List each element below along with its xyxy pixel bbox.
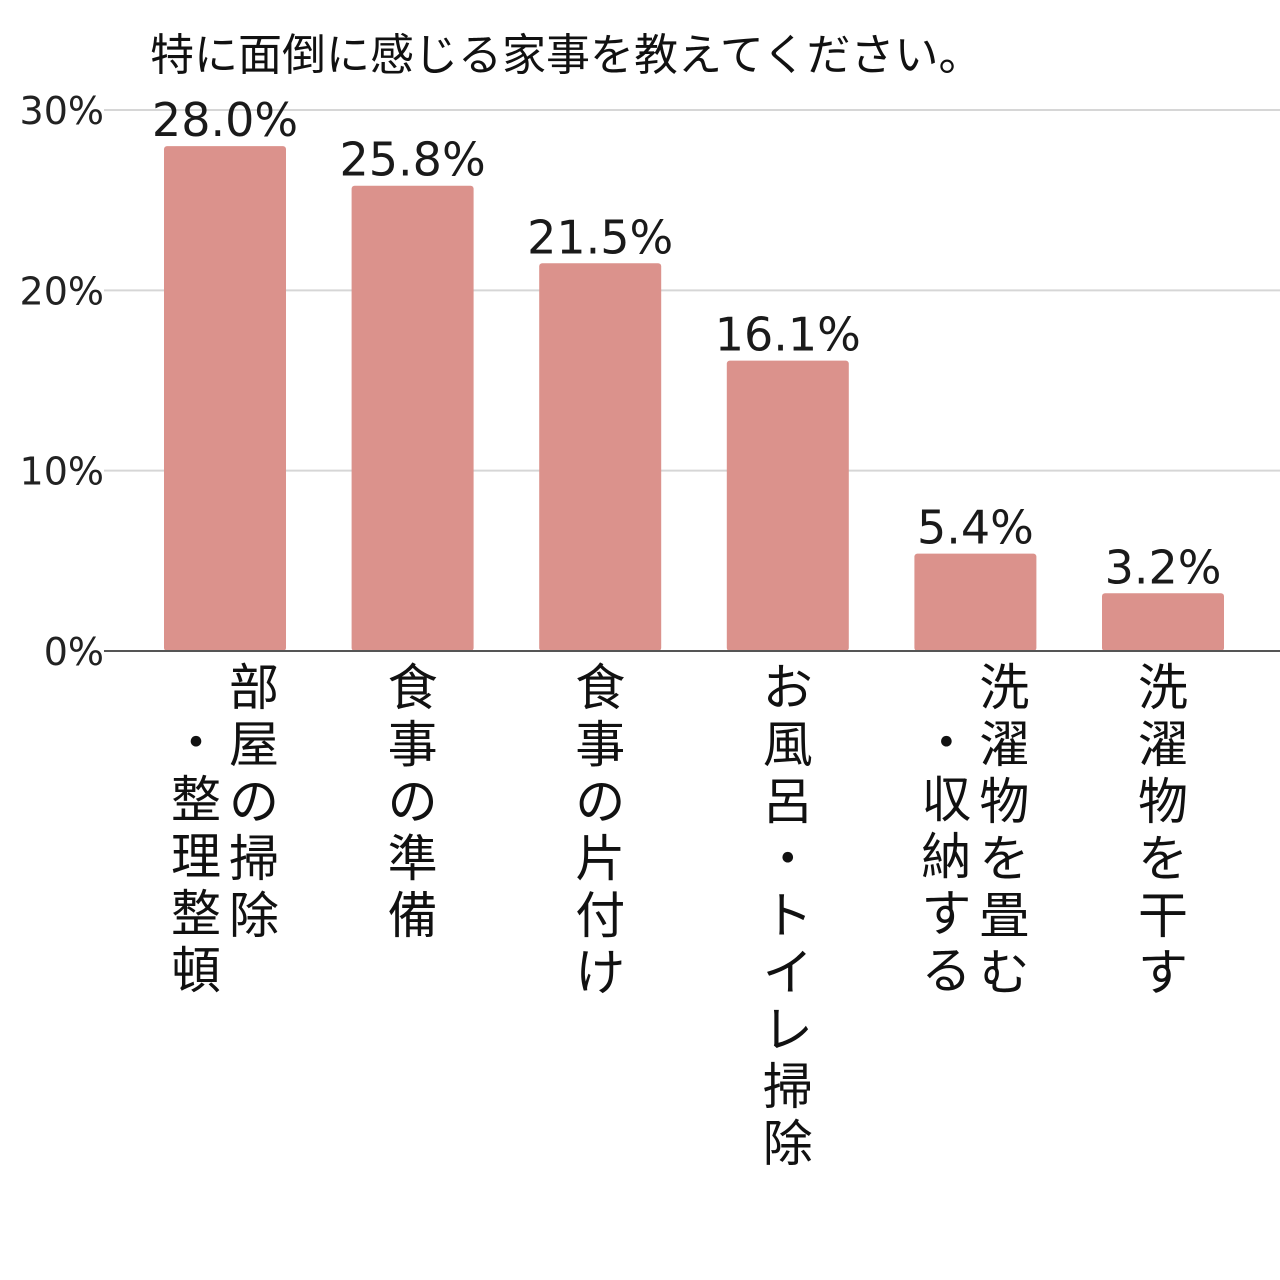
data-labels: 28.0% 25.8% 21.5% 16.1% 5.4% 3.2%	[152, 93, 1222, 594]
category-char: 準	[388, 830, 438, 888]
bars	[164, 146, 1224, 652]
category-char: す	[921, 885, 971, 943]
data-label-1: 25.8%	[340, 133, 486, 187]
category-char: 整	[171, 885, 221, 943]
data-label-2: 21.5%	[527, 210, 673, 264]
category-char: る	[921, 942, 971, 1000]
data-label-4: 5.4%	[917, 501, 1034, 555]
y-tick-label-3: 30%	[20, 89, 104, 133]
category-char: 掃	[229, 830, 279, 888]
category-char: 片	[575, 830, 625, 888]
y-axis-ticks: 0% 10% 20% 30%	[20, 89, 104, 674]
category-char: け	[575, 944, 625, 1002]
y-tick-label-2: 20%	[20, 269, 104, 313]
bar-0	[164, 146, 286, 652]
category-char: 掃	[763, 1058, 813, 1116]
category-char: 除	[763, 1115, 813, 1173]
grid-lines	[104, 109, 1280, 472]
category-char: 理	[171, 828, 221, 886]
category-char: 洗	[1138, 659, 1188, 717]
category-char: 屋	[229, 716, 279, 774]
data-label-0: 28.0%	[152, 93, 298, 147]
data-label-3: 16.1%	[715, 308, 861, 362]
category-char: 濯	[1138, 716, 1188, 774]
category-char: 整	[171, 771, 221, 829]
category-char: す	[1138, 944, 1188, 1002]
category-char: ・	[171, 714, 221, 772]
category-char: の	[229, 773, 279, 831]
category-char: 備	[388, 887, 438, 945]
y-tick-label-0: 0%	[44, 630, 104, 674]
bar-2	[539, 263, 662, 651]
bar-4	[914, 553, 1037, 651]
category-char: 呂	[763, 773, 813, 831]
y-tick-label-1: 10%	[20, 450, 104, 494]
bar-3	[726, 360, 849, 651]
category-char: 物	[979, 773, 1029, 831]
category-char: イ	[763, 944, 813, 1002]
data-label-5: 3.2%	[1105, 540, 1222, 594]
category-char: む	[979, 944, 1029, 1002]
category-char: 畳	[979, 887, 1029, 945]
category-labels: 部屋の掃除・整理整頓食事の準備食事の片付けお風呂・トイレ掃除洗濯物を畳む・収納す…	[171, 659, 1188, 1173]
category-char: 食	[388, 659, 438, 717]
category-char: 事	[388, 716, 438, 774]
category-char: 食	[575, 659, 625, 717]
category-char: を	[1138, 830, 1188, 888]
category-char: 干	[1138, 887, 1188, 945]
category-char: 付	[575, 887, 625, 945]
category-char: 除	[229, 887, 279, 945]
category-char: 頓	[171, 942, 221, 1000]
category-char: ・	[763, 830, 813, 888]
category-char: 部	[229, 659, 279, 717]
category-char: 風	[763, 716, 813, 774]
bar-1	[351, 185, 474, 652]
category-char: の	[575, 773, 625, 831]
category-char: お	[763, 659, 813, 717]
category-char: 納	[921, 828, 971, 886]
category-char: 洗	[979, 659, 1029, 717]
category-char: レ	[763, 1001, 813, 1059]
chart-title: 特に面倒に感じる家事を教えてください。	[150, 30, 982, 81]
category-char: の	[388, 773, 438, 831]
category-char: ・	[921, 714, 971, 772]
category-char: を	[979, 830, 1029, 888]
category-char: 事	[575, 716, 625, 774]
bar-5	[1102, 593, 1224, 651]
category-char: 物	[1138, 773, 1188, 831]
category-char: ト	[763, 887, 813, 945]
category-char: 収	[921, 771, 971, 829]
category-char: 濯	[979, 716, 1029, 774]
